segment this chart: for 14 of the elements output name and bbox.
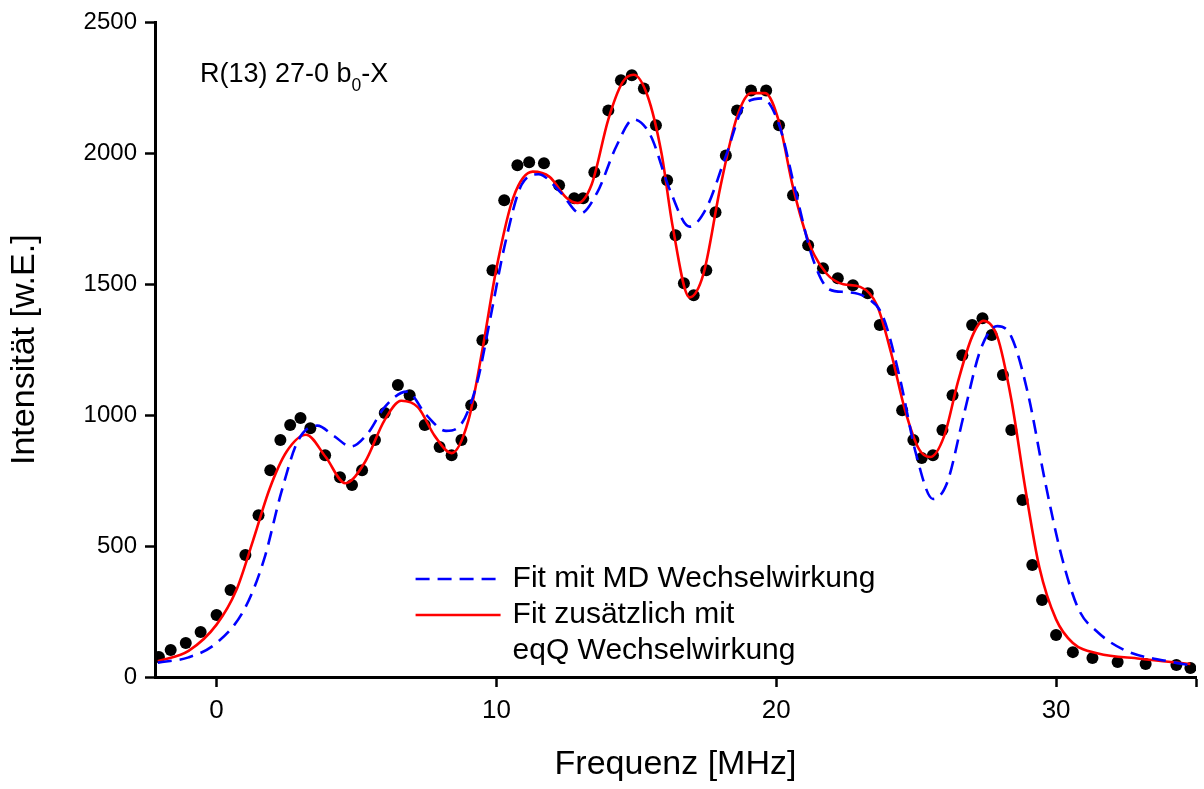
y-tick-label: 1500 — [83, 268, 137, 296]
y-tick-label: 2000 — [83, 137, 137, 165]
x-tick-label: 10 — [481, 693, 511, 724]
legend-label: Fit zusätzlich mit eqQ Wechselwirkung — [512, 596, 796, 666]
y-tick-label: 0 — [123, 661, 137, 689]
x-tick-label: 20 — [761, 693, 791, 724]
y-axis-title: Intensität [w.E.] — [2, 234, 41, 465]
y-tick-label: 1000 — [83, 399, 137, 427]
y-tick-label: 500 — [96, 530, 137, 558]
x-axis-title: Frequenz [MHz] — [554, 742, 797, 781]
y-tick-label: 2500 — [83, 7, 137, 35]
x-tick-label: 0 — [209, 693, 224, 724]
legend-label: Fit mit MD Wechselwirkung — [512, 560, 876, 594]
x-tick-label: 30 — [1041, 693, 1071, 724]
